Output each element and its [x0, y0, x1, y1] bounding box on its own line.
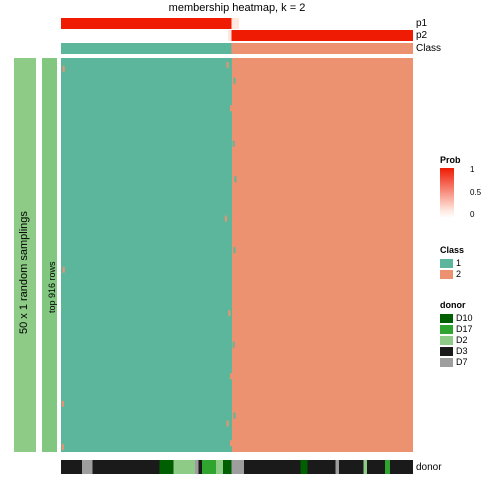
d3-swatch [440, 347, 453, 356]
bottom-donor-row [61, 460, 413, 474]
p2-label: p2 [416, 30, 427, 41]
d7-label: D7 [456, 357, 468, 367]
top-annot-p2 [61, 30, 413, 41]
top-annot-p1 [61, 18, 413, 29]
prob-tick-05: 0.5 [470, 188, 481, 197]
d17-swatch [440, 325, 453, 334]
p1-label: p1 [416, 18, 427, 29]
heatmap-noise-overlay [61, 58, 413, 452]
d17-label: D17 [456, 324, 473, 334]
legend-class: Class 1 2 [440, 245, 464, 280]
left-rows-label: top 916 rows [47, 193, 57, 313]
top-annot-class [61, 43, 413, 54]
donor-label: donor [416, 462, 442, 473]
prob-tick-0: 0 [470, 210, 474, 219]
legend-class-title: Class [440, 245, 464, 255]
legend-prob-title: Prob [440, 155, 461, 165]
d2-swatch [440, 336, 453, 345]
class-label: Class [416, 43, 441, 54]
left-sampling-label: 50 x 1 random samplings [18, 174, 30, 334]
d10-label: D10 [456, 313, 473, 323]
d7-swatch [440, 358, 453, 367]
d3-label: D3 [456, 346, 468, 356]
prob-tick-1: 1 [470, 165, 474, 174]
class-1-swatch [440, 259, 453, 268]
legend-prob: Prob 1 0.5 0 [440, 155, 461, 220]
class-1-label: 1 [456, 258, 461, 268]
d2-label: D2 [456, 335, 468, 345]
class-2-label: 2 [456, 269, 461, 279]
d10-swatch [440, 314, 453, 323]
chart-title: membership heatmap, k = 2 [61, 2, 413, 14]
legend-donor: donor D10 D17 D2 D3 D7 [440, 300, 473, 368]
legend-donor-title: donor [440, 300, 473, 310]
class-2-swatch [440, 270, 453, 279]
prob-gradient [440, 168, 454, 218]
